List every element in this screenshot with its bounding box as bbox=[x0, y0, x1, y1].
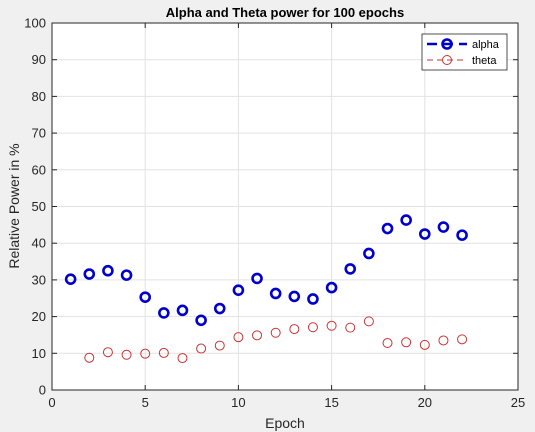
theta-point bbox=[233, 332, 244, 343]
y-tick-label: 10 bbox=[32, 346, 46, 361]
alpha-point bbox=[269, 287, 282, 300]
y-tick-label: 50 bbox=[32, 199, 46, 214]
alpha-point bbox=[232, 284, 245, 296]
alpha-point bbox=[418, 228, 431, 240]
alpha-point bbox=[64, 273, 77, 285]
alpha-point bbox=[363, 247, 375, 260]
alpha-point bbox=[251, 272, 263, 285]
legend-box bbox=[421, 33, 508, 71]
series-layer bbox=[64, 214, 468, 364]
theta-point bbox=[326, 320, 337, 331]
theta-point bbox=[252, 330, 263, 341]
legend-theta-label: theta bbox=[472, 55, 497, 67]
theta-point bbox=[419, 339, 430, 350]
alpha-point bbox=[456, 229, 468, 241]
alpha-point bbox=[102, 264, 114, 277]
alpha-point bbox=[213, 302, 226, 315]
y-tick-label: 100 bbox=[24, 16, 46, 31]
alpha-point bbox=[139, 291, 151, 303]
alpha-point bbox=[288, 290, 301, 303]
theta-point bbox=[382, 338, 393, 349]
y-tick-label: 40 bbox=[32, 236, 46, 251]
theta-point bbox=[345, 322, 356, 333]
x-tick-label: 20 bbox=[418, 395, 432, 410]
legend-theta-marker bbox=[442, 55, 452, 65]
theta-point bbox=[457, 334, 468, 345]
alpha-point bbox=[176, 304, 189, 317]
theta-point bbox=[84, 352, 95, 363]
theta-point bbox=[307, 322, 318, 333]
legend-item-alpha: alpha bbox=[427, 38, 500, 51]
y-tick-label: 80 bbox=[32, 89, 46, 104]
theta-point bbox=[270, 327, 281, 338]
x-tick-label: 10 bbox=[231, 395, 245, 410]
theta-point bbox=[401, 337, 412, 348]
y-tick-label: 20 bbox=[32, 309, 46, 324]
x-tick-label: 5 bbox=[142, 395, 149, 410]
alpha-point bbox=[83, 268, 96, 280]
alpha-point bbox=[158, 307, 170, 319]
theta-point bbox=[102, 347, 113, 358]
series-alpha bbox=[64, 214, 468, 327]
y-tick-label: 30 bbox=[32, 272, 46, 287]
legend: alpha theta bbox=[421, 33, 508, 71]
theta-point bbox=[363, 316, 374, 327]
legend-item-theta: theta bbox=[427, 55, 497, 67]
x-axis-label: Epoch bbox=[265, 415, 305, 431]
legend-alpha-marker bbox=[441, 38, 453, 50]
grid bbox=[52, 23, 518, 390]
y-tick-label: 90 bbox=[32, 52, 46, 67]
alpha-point bbox=[195, 314, 207, 327]
y-tick-label: 60 bbox=[32, 162, 46, 177]
theta-point bbox=[438, 335, 449, 346]
theta-point bbox=[121, 349, 132, 360]
x-tick-label: 15 bbox=[324, 395, 338, 410]
alpha-point bbox=[344, 263, 357, 275]
theta-point bbox=[214, 340, 225, 351]
y-tick-label: 70 bbox=[32, 126, 46, 141]
x-tick-label: 0 bbox=[48, 395, 55, 410]
chart-title: Alpha and Theta power for 100 epochs bbox=[166, 5, 404, 20]
alpha-point bbox=[437, 221, 450, 233]
theta-point bbox=[140, 348, 151, 359]
y-axis-label: Relative Power in % bbox=[6, 143, 22, 268]
series-theta bbox=[84, 316, 468, 364]
x-tick-label: 25 bbox=[511, 395, 525, 410]
theta-point bbox=[158, 347, 169, 358]
theta-point bbox=[289, 324, 300, 335]
alpha-point bbox=[120, 269, 133, 281]
legend-alpha-label: alpha bbox=[472, 39, 500, 51]
theta-point bbox=[196, 343, 207, 354]
alpha-point bbox=[381, 222, 394, 235]
ticks: 0 5 10 15 20 25 0 10 20 30 40 50 60 70 80 90 100 bbox=[24, 16, 525, 411]
alpha-point bbox=[400, 214, 412, 226]
y-tick-label: 0 bbox=[39, 383, 46, 398]
theta-point bbox=[177, 353, 188, 364]
alpha-point bbox=[325, 281, 338, 294]
alpha-point bbox=[307, 293, 319, 305]
